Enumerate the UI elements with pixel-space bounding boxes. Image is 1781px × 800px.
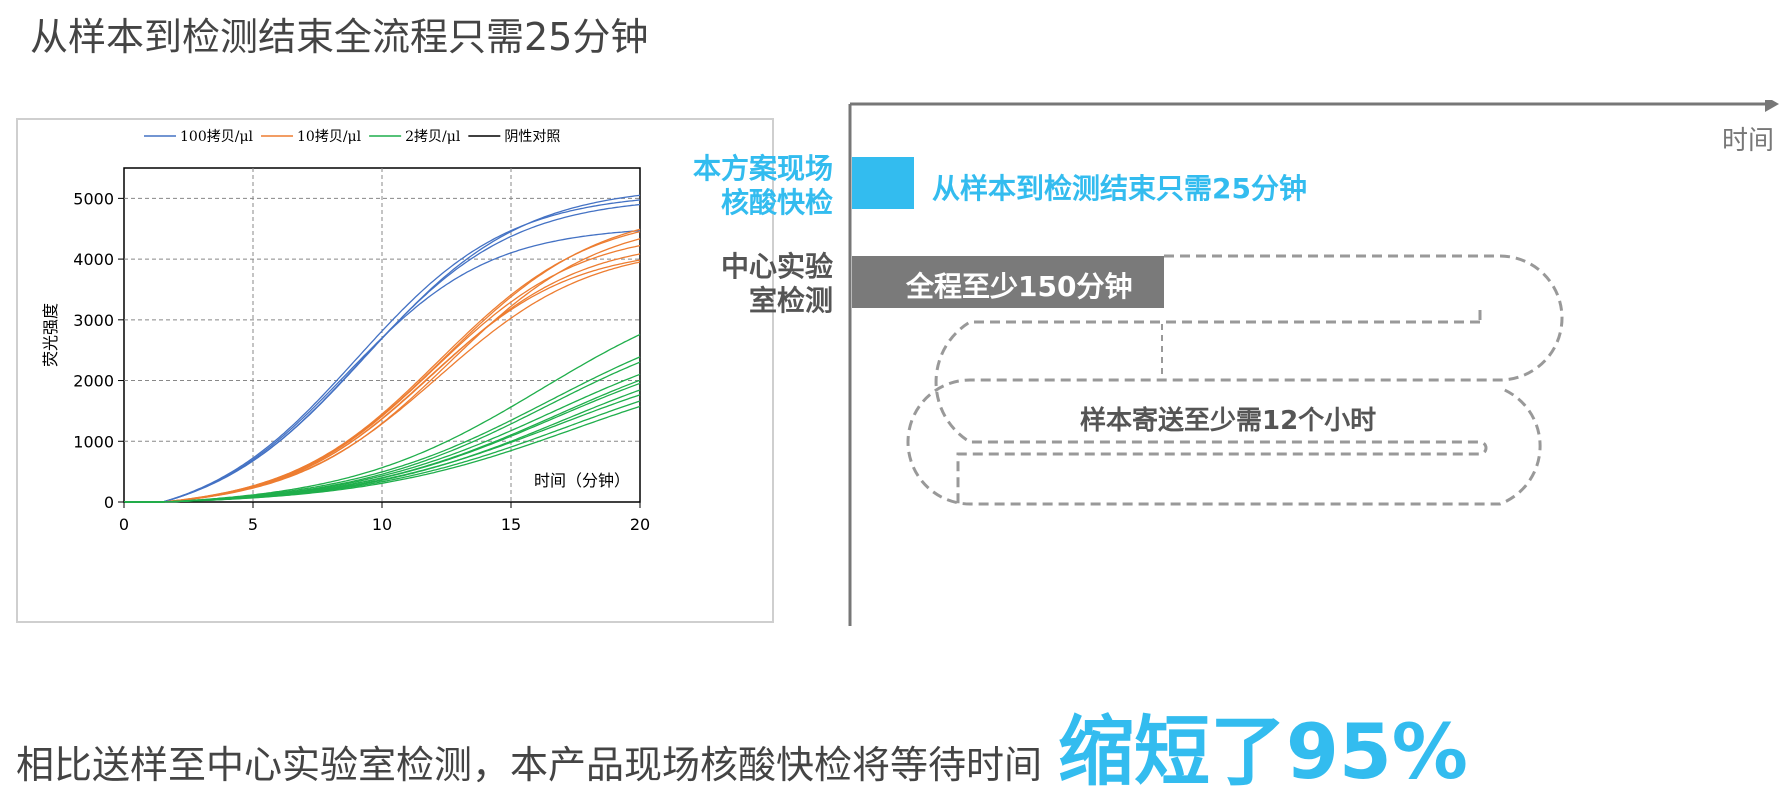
- central-label-line2: 室检测: [748, 284, 833, 317]
- rapid-test-bar: [852, 157, 914, 209]
- series-line-1-6: [124, 238, 641, 503]
- rapid-label: 本方案现场 核酸快检: [693, 152, 833, 220]
- legend-label-2: 2拷贝/μl: [405, 129, 461, 145]
- series-line-0-0: [124, 199, 641, 503]
- y-tick-label: 5000: [73, 189, 114, 208]
- footer-highlight: 缩短了95%: [1058, 707, 1468, 796]
- rapid-label-line2: 核酸快检: [720, 186, 833, 219]
- rapid-label-line1: 本方案现场: [692, 152, 833, 185]
- x-tick-label: 10: [372, 515, 392, 534]
- y-tick-label: 1000: [73, 432, 114, 451]
- x-tick-label: 20: [630, 515, 650, 534]
- y-tick-label: 4000: [73, 250, 114, 269]
- series-line-0-3: [124, 230, 641, 503]
- chart-panel: 0 5 10 15 20 0 1000 2000 3000 4000 5000 时间（分钟） 荧光强度 1…: [16, 118, 774, 623]
- footer-text: 相比送样至中心实验室检测，本产品现场核酸快检将等待时间: [16, 743, 1043, 787]
- rapid-bar-text: 从样本到检测结束只需25分钟: [932, 172, 1307, 205]
- central-bar-text: 全程至少150分钟: [906, 270, 1133, 303]
- y-tick-label: 3000: [73, 311, 114, 330]
- timeline-panel: 本方案现场 核酸快检 从样本到检测结束只需25分钟 中心实验 室检测 全程至少1…: [693, 100, 1781, 640]
- shipping-text: 样本寄送至少需12个小时: [1080, 406, 1377, 436]
- x-tick-label: 15: [501, 515, 521, 534]
- plot-area: [123, 167, 641, 503]
- x-tick-label: 0: [119, 515, 129, 534]
- headline: 从样本到检测结束全流程只需25分钟: [30, 15, 649, 59]
- central-label: 中心实验 室检测: [721, 250, 833, 318]
- central-label-line1: 中心实验: [720, 250, 833, 283]
- legend-label-3: 阴性对照: [504, 129, 560, 145]
- footer: 相比送样至中心实验室检测，本产品现场核酸快检将等待时间 缩短了95%: [16, 690, 1468, 800]
- series-line-2-9: [124, 405, 641, 503]
- y-tick-label: 0: [104, 493, 114, 512]
- legend-label-1: 10拷贝/μl: [297, 129, 362, 145]
- timeline-axis-label: 时间: [1722, 126, 1775, 156]
- central-lab-bar: [852, 256, 1164, 308]
- timeline-diagram: [848, 100, 1779, 626]
- x-tick-label: 5: [248, 515, 258, 534]
- fluorescence-chart: 0 5 10 15 20 0 1000 2000 3000 4000 5000 时间（分钟） 荧光强度 1…: [41, 129, 650, 534]
- y-axis-label: 荧光强度: [41, 303, 60, 367]
- shipping-path: [906, 254, 1564, 507]
- legend-label-0: 100拷贝/μl: [180, 129, 254, 145]
- x-axis-label: 时间（分钟）: [534, 471, 630, 490]
- y-tick-label: 2000: [73, 372, 114, 391]
- timeline-arrow-icon: [1765, 100, 1779, 112]
